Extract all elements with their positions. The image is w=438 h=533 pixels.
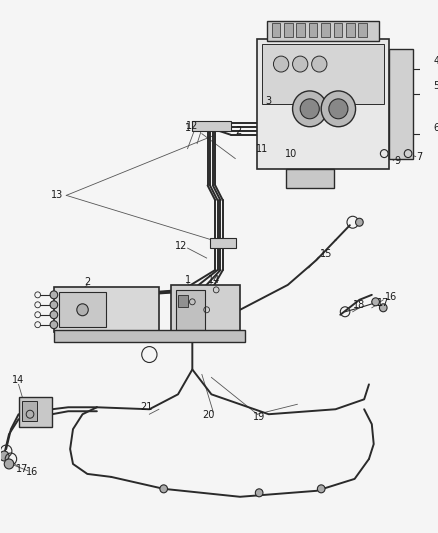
- Text: 21: 21: [140, 402, 153, 412]
- Circle shape: [50, 321, 58, 329]
- Text: 12: 12: [175, 241, 187, 251]
- Circle shape: [293, 91, 327, 127]
- Bar: [18, 397, 52, 427]
- Text: 14: 14: [12, 375, 25, 385]
- Text: 12: 12: [186, 121, 198, 131]
- Text: 5: 5: [434, 81, 438, 91]
- Bar: [171, 285, 240, 335]
- Bar: [297, 23, 305, 37]
- Circle shape: [4, 459, 14, 469]
- Circle shape: [50, 301, 58, 309]
- Bar: [209, 238, 236, 248]
- Text: 13: 13: [51, 190, 63, 200]
- Text: 3: 3: [265, 96, 272, 106]
- Circle shape: [255, 489, 263, 497]
- Bar: [284, 23, 293, 37]
- Bar: [262, 44, 384, 104]
- Circle shape: [372, 298, 379, 306]
- Text: 20: 20: [202, 410, 215, 420]
- Bar: [286, 168, 334, 188]
- Text: 9: 9: [395, 156, 401, 166]
- Bar: [389, 49, 413, 158]
- Circle shape: [420, 64, 430, 74]
- Bar: [309, 23, 318, 37]
- Text: 14: 14: [208, 275, 220, 285]
- Text: 19: 19: [253, 412, 265, 422]
- Bar: [192, 121, 230, 131]
- Bar: [54, 330, 245, 342]
- Circle shape: [329, 99, 348, 119]
- Circle shape: [427, 91, 433, 97]
- Circle shape: [379, 304, 387, 312]
- Bar: [257, 39, 389, 168]
- Circle shape: [293, 56, 308, 72]
- Bar: [267, 21, 379, 41]
- Circle shape: [300, 99, 319, 119]
- Circle shape: [50, 311, 58, 319]
- Bar: [178, 295, 187, 307]
- Bar: [321, 23, 330, 37]
- Bar: [22, 401, 37, 421]
- Circle shape: [420, 89, 430, 99]
- Text: 16: 16: [385, 292, 397, 302]
- Text: 16: 16: [26, 467, 38, 477]
- Circle shape: [321, 91, 356, 127]
- Text: 1: 1: [184, 123, 191, 133]
- Circle shape: [429, 131, 435, 136]
- Circle shape: [77, 304, 88, 316]
- Text: 1: 1: [184, 275, 191, 285]
- Bar: [54, 287, 159, 332]
- Text: 7: 7: [417, 151, 423, 161]
- Bar: [59, 292, 106, 327]
- Bar: [272, 23, 280, 37]
- Circle shape: [50, 291, 58, 299]
- Bar: [346, 23, 355, 37]
- Circle shape: [427, 66, 433, 72]
- Circle shape: [318, 485, 325, 493]
- Text: 11: 11: [256, 143, 268, 154]
- Circle shape: [273, 56, 289, 72]
- Text: 4: 4: [434, 56, 438, 66]
- Text: 10: 10: [285, 149, 297, 159]
- Circle shape: [356, 218, 363, 226]
- Text: 2: 2: [84, 277, 90, 287]
- Text: 18: 18: [353, 300, 366, 310]
- Bar: [334, 23, 342, 37]
- Text: 6: 6: [434, 123, 438, 133]
- Circle shape: [422, 129, 432, 139]
- Text: 17: 17: [377, 298, 389, 308]
- Text: 15: 15: [320, 249, 332, 259]
- Circle shape: [312, 56, 327, 72]
- Text: 17: 17: [16, 464, 28, 474]
- Bar: [176, 290, 205, 330]
- Bar: [358, 23, 367, 37]
- Text: 2: 2: [235, 126, 241, 136]
- Circle shape: [160, 485, 167, 493]
- Circle shape: [0, 451, 9, 461]
